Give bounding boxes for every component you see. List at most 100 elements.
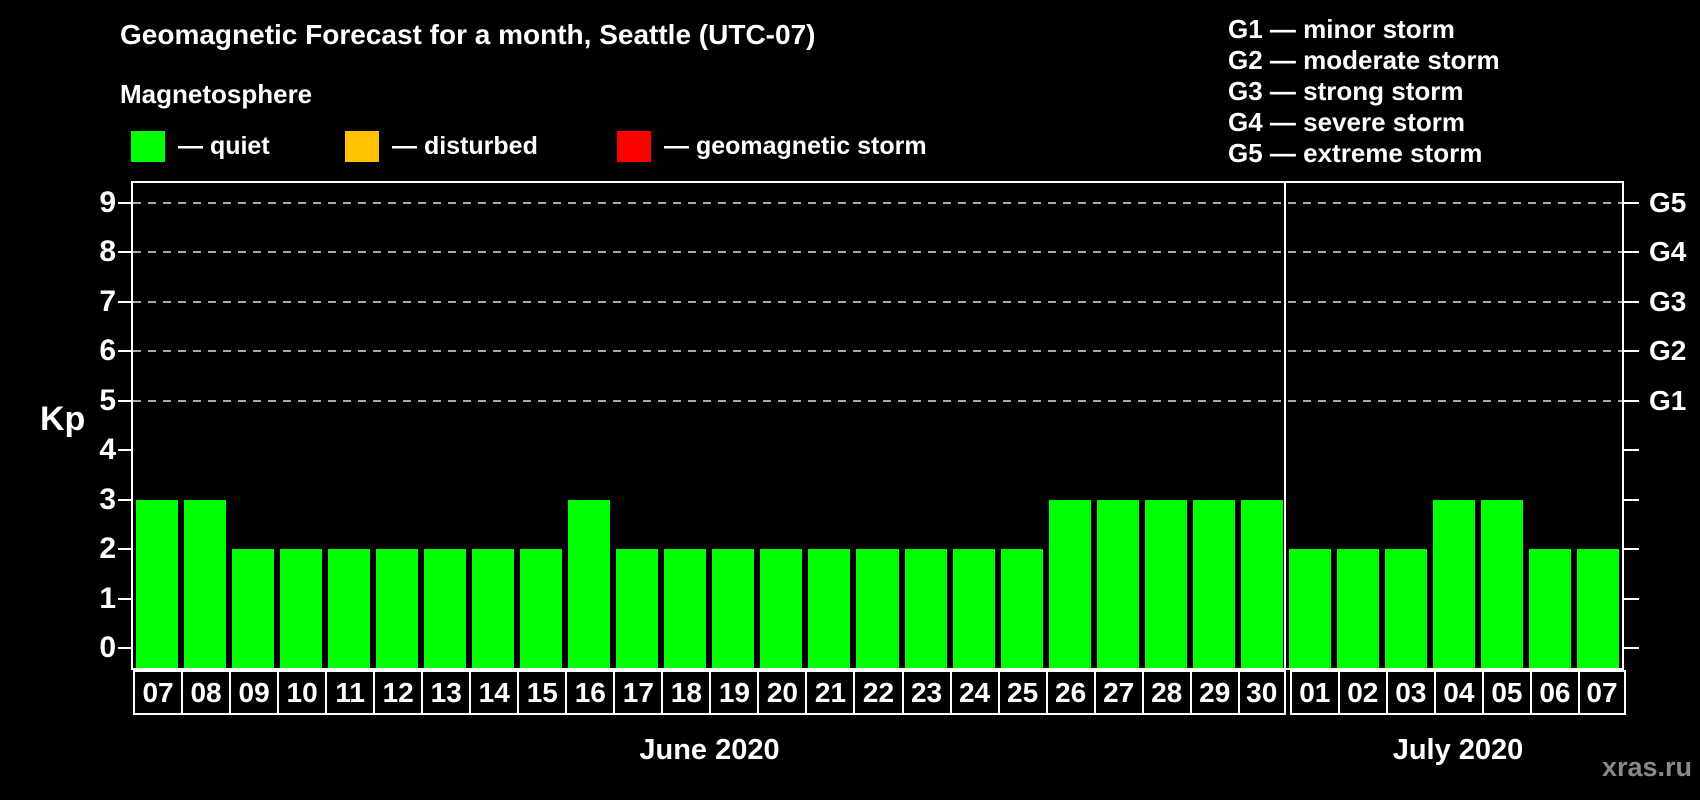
g-scale-legend-item: G5 — extreme storm (1228, 138, 1483, 168)
date-cell: 15 (517, 670, 566, 715)
date-cell: 04 (1433, 670, 1482, 715)
kp-bar (616, 549, 659, 668)
date-cell: 20 (757, 670, 806, 715)
date-cell: 19 (709, 670, 758, 715)
date-cell: 22 (853, 670, 902, 715)
kp-bar (424, 549, 467, 668)
kp-bar (376, 549, 419, 668)
legend-item-storm: — geomagnetic storm (617, 131, 927, 162)
y-axis-tick-label: 6 (99, 334, 116, 368)
g-axis-label: G5 (1649, 186, 1687, 218)
y-axis-tick (1624, 201, 1639, 204)
date-cell: 09 (229, 670, 278, 715)
y-axis-tick-label: 3 (99, 482, 116, 516)
kp-bar (136, 499, 179, 668)
date-cell: 03 (1385, 670, 1434, 715)
kp-bar (1240, 499, 1283, 668)
y-axis-tick-label: 5 (99, 383, 116, 417)
y-axis-tick-label: 7 (99, 284, 116, 318)
y-axis-tick (118, 647, 133, 650)
g-axis-label: G2 (1649, 335, 1687, 367)
legend-item-disturbed: — disturbed (345, 131, 538, 162)
g-axis-label: G4 (1649, 236, 1687, 268)
date-cell: 16 (565, 670, 614, 715)
date-cell: 06 (1529, 670, 1578, 715)
kp-bar (1096, 499, 1139, 668)
kp-bar (664, 549, 707, 668)
date-cell: 14 (469, 670, 518, 715)
y-axis-tick (1624, 300, 1639, 303)
y-axis-tick (1624, 350, 1639, 353)
date-cell: 10 (277, 670, 326, 715)
date-cell: 18 (661, 670, 710, 715)
kp-bar (520, 549, 563, 668)
date-cell: 30 (1237, 670, 1286, 715)
y-axis-tick (118, 350, 133, 353)
y-axis-tick-label: 1 (99, 581, 116, 615)
gridline (133, 201, 1622, 204)
date-cell: 05 (1481, 670, 1530, 715)
month-label-july: July 2020 (1392, 734, 1524, 766)
y-axis-tick-label: 2 (99, 532, 116, 566)
date-cell: 25 (997, 670, 1046, 715)
date-cell: 26 (1045, 670, 1094, 715)
gridline (133, 251, 1622, 254)
kp-bar (1480, 499, 1523, 668)
date-cell: 23 (901, 670, 950, 715)
date-cell: 12 (373, 670, 422, 715)
kp-bar (1048, 499, 1091, 668)
date-cell: 08 (181, 670, 230, 715)
date-cell: 07 (133, 670, 182, 715)
y-axis-tick (1624, 548, 1639, 551)
y-axis-tick-label: 4 (99, 433, 116, 467)
kp-bar (280, 549, 323, 668)
kp-bar (1192, 499, 1235, 668)
kp-bar (904, 549, 947, 668)
kp-bar (328, 549, 371, 668)
month-separator-line (1283, 183, 1286, 668)
date-cell: 13 (421, 670, 470, 715)
gridline (133, 350, 1622, 353)
y-axis-tick (118, 498, 133, 501)
kp-bar (232, 549, 275, 668)
kp-bar (1144, 499, 1187, 668)
kp-bar (1336, 549, 1379, 668)
kp-bar (808, 549, 851, 668)
kp-bar (1000, 549, 1043, 668)
disturbed-swatch-icon (345, 131, 379, 162)
date-cell: 11 (325, 670, 374, 715)
kp-bar (184, 499, 227, 668)
kp-bar (1384, 549, 1427, 668)
kp-bar (1288, 549, 1331, 668)
date-cell: 17 (613, 670, 662, 715)
y-axis-tick (118, 300, 133, 303)
y-axis-tick (118, 449, 133, 452)
kp-bar (1432, 499, 1475, 668)
g-scale-legend: G1 — minor storm G2 — moderate storm G3 … (1228, 14, 1500, 169)
kp-bar (856, 549, 899, 668)
watermark: xras.ru (1601, 752, 1692, 782)
kp-bar (760, 549, 803, 668)
y-axis-tick-label: 0 (99, 631, 116, 665)
y-axis-tick (1624, 498, 1639, 501)
y-axis-tick (1624, 597, 1639, 600)
g-scale-legend-item: G1 — minor storm (1228, 14, 1455, 44)
date-cell: 27 (1093, 670, 1142, 715)
date-cell: 28 (1141, 670, 1190, 715)
kp-bar (952, 549, 995, 668)
kp-bar (568, 499, 611, 668)
legend-label: — geomagnetic storm (664, 132, 927, 160)
date-cell: 01 (1289, 670, 1338, 715)
date-cell: 07 (1577, 670, 1626, 715)
storm-swatch-icon (617, 131, 651, 162)
magnetosphere-label: Magnetosphere (120, 79, 313, 109)
plot-area (131, 181, 1624, 670)
g-scale-legend-item: G3 — strong storm (1228, 76, 1464, 106)
y-axis-tick (1624, 251, 1639, 254)
y-axis-tick-label: 9 (99, 185, 116, 219)
date-cell: 29 (1189, 670, 1238, 715)
g-scale-legend-item: G4 — severe storm (1228, 107, 1466, 137)
y-axis-tick (118, 201, 133, 204)
kp-bar (472, 549, 515, 668)
